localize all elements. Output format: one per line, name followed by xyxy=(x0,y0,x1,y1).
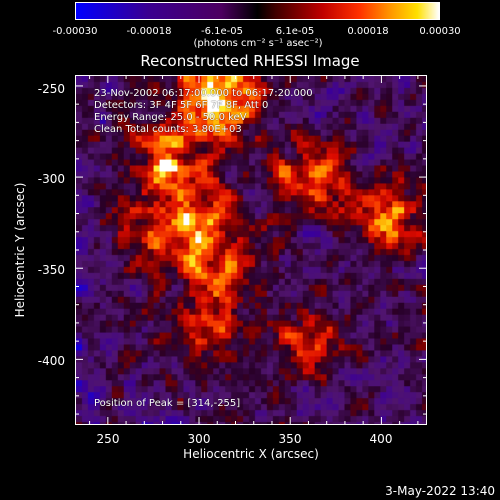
colorbar xyxy=(75,2,440,20)
chart-title: Reconstructed RHESSI Image xyxy=(140,52,360,70)
x-tick-label: 300 xyxy=(187,432,211,446)
y-tick-label: -400 xyxy=(37,354,65,368)
colorbar-unit-label: (photons cm⁻² s⁻¹ asec⁻²) xyxy=(193,38,323,49)
overlay-clean-counts: Clean Total counts: 3.80E+03 xyxy=(94,124,242,135)
colorbar-tick-label: -6.1e-05 xyxy=(201,26,243,37)
x-tick-label: 400 xyxy=(369,432,393,446)
overlay-detectors: Detectors: 3F 4F 5F 6F 7F 8F, Att 0 xyxy=(94,100,269,111)
overlay-time-range: 23-Nov-2002 06:17:00.000 to 06:17:20.000 xyxy=(94,88,313,99)
y-tick-label: -250 xyxy=(37,82,65,96)
y-tick-label: -350 xyxy=(37,263,65,277)
colorbar-tick-label: 0.00030 xyxy=(419,26,461,37)
heatmap-image xyxy=(76,76,426,424)
overlay-energy-range: Energy Range: 25.0 - 50.0 keV xyxy=(94,112,247,123)
x-tick-label: 350 xyxy=(278,432,302,446)
colorbar-tick-label: 0.00018 xyxy=(347,26,389,37)
colorbar-gradient xyxy=(76,3,439,19)
colorbar-tick-label: -0.00030 xyxy=(52,26,98,37)
colorbar-tick-label: -0.00018 xyxy=(126,26,172,37)
x-axis-label: Heliocentric X (arcsec) xyxy=(183,447,319,461)
plot-area: 23-Nov-2002 06:17:00.000 to 06:17:20.000… xyxy=(75,75,427,425)
colorbar-tick-label: 6.1e-05 xyxy=(275,26,315,37)
x-tick-label: 250 xyxy=(96,432,120,446)
y-tick-label: -300 xyxy=(37,172,65,186)
y-axis-label: Heliocentric Y (arcsec) xyxy=(13,182,27,318)
overlay-peak-position: Position of Peak = [314,-255] xyxy=(94,398,241,409)
footer-timestamp: 3-May-2022 13:40 xyxy=(385,484,495,498)
